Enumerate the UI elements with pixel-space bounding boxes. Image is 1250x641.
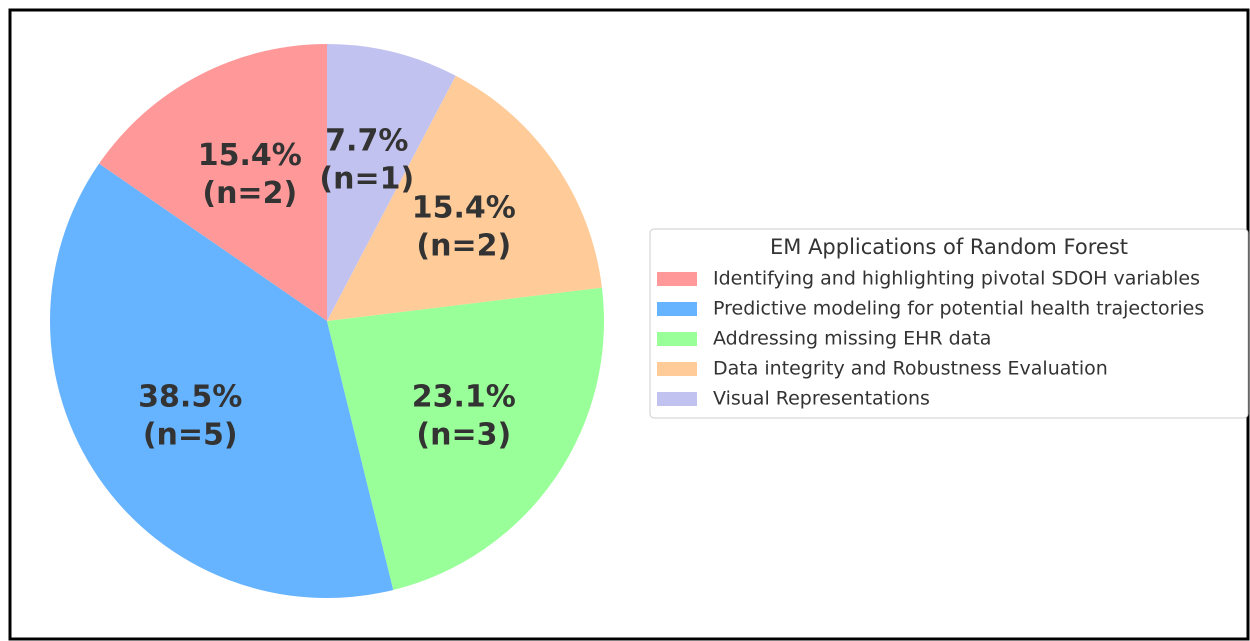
legend-swatch [657, 332, 697, 346]
slice-percent: 23.1% [412, 379, 516, 414]
slice-count: (n=3) [416, 417, 511, 452]
slice-percent: 7.7% [325, 123, 408, 158]
pie-slice [50, 163, 394, 598]
slice-label: 15.4% (n=2) [198, 137, 302, 210]
legend-swatch [657, 392, 697, 406]
legend-swatch [657, 362, 697, 376]
pie-slice [327, 75, 602, 321]
slice-label: 23.1% (n=3) [412, 379, 516, 452]
legend-swatch [657, 302, 697, 316]
slice-count: (n=5) [143, 417, 238, 452]
slice-count: (n=1) [319, 161, 414, 196]
slice-count: (n=2) [416, 228, 511, 263]
pie-slice [327, 44, 456, 321]
pie-slice [327, 287, 604, 590]
legend-swatch [657, 272, 697, 286]
legend-label: Predictive modeling for potential health… [713, 298, 1204, 320]
legend-label: Identifying and highlighting pivotal SDO… [713, 268, 1200, 290]
slice-percent: 38.5% [138, 379, 242, 414]
slice-percent: 15.4% [198, 137, 302, 172]
legend-label: Data integrity and Robustness Evaluation [713, 358, 1108, 380]
slice-label: 38.5% (n=5) [138, 379, 242, 452]
legend-label: Visual Representations [713, 388, 930, 410]
slice-count: (n=2) [202, 175, 297, 210]
slice-label: 7.7% (n=1) [319, 123, 414, 196]
pie-slice [99, 44, 327, 321]
legend-box [649, 228, 1249, 419]
legend-label: Addressing missing EHR data [713, 328, 991, 350]
legend-title: EM Applications of Random Forest [770, 235, 1128, 259]
slice-percent: 15.4% [412, 190, 516, 225]
slice-label: 15.4% (n=2) [412, 190, 516, 263]
